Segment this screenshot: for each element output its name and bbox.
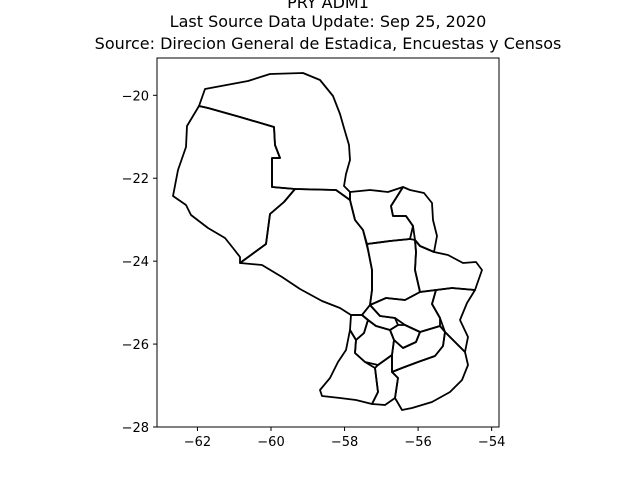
x-tick-label: −58 [331,435,358,450]
department-boundary-canindeyu [414,239,483,293]
map-title: PRY ADM1 [287,0,369,12]
y-axis-ticks: −20 −22 −24 −26 −28 [122,89,157,436]
x-tick-label: −54 [478,435,505,450]
map-subtitle-update: Last Source Data Update: Sep 25, 2020 [170,12,487,31]
y-tick-label: −24 [122,255,149,270]
department-boundaries [172,72,483,411]
x-tick-label: −62 [184,435,211,450]
department-boundary-neembucu [319,329,379,405]
department-boundary-alto-paraguay [198,72,351,201]
department-boundary-misiones [371,354,399,406]
x-axis-ticks: −62 −60 −58 −56 −54 [184,427,505,450]
axes-frame [156,57,500,428]
y-tick-label: −26 [122,338,149,353]
map-subtitle-source: Source: Direcion General de Estadica, En… [95,34,562,53]
x-tick-label: −60 [257,435,284,450]
department-boundary-itapua [391,331,469,411]
x-tick-label: −56 [404,435,431,450]
y-tick-label: −22 [122,172,149,187]
y-tick-label: −20 [122,89,149,104]
y-tick-label: −28 [122,421,149,436]
